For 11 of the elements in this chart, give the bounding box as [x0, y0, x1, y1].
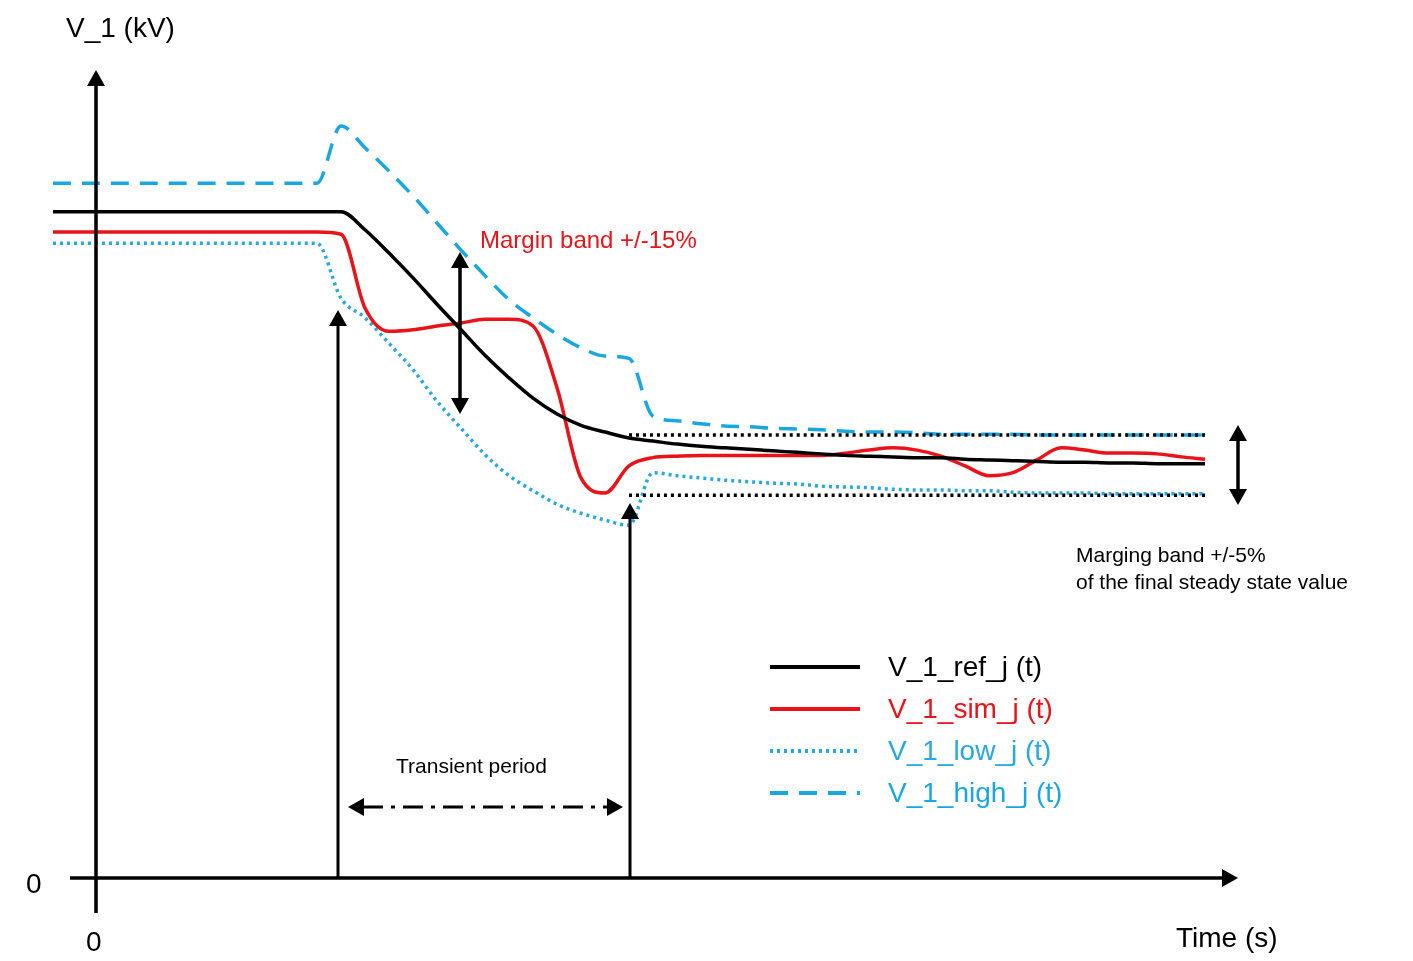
x-axis-title: Time (s) — [1176, 922, 1278, 954]
legend-label: V_1_high_j (t) — [888, 777, 1063, 809]
y-axis-title: V_1 (kV) — [66, 12, 175, 44]
annotation: Margin band +/-15% — [480, 225, 697, 255]
legend-label: V_1_low_j (t) — [888, 735, 1052, 767]
legend-label: V_1_sim_j (t) — [888, 693, 1053, 725]
legend-label: V_1_ref_j (t) — [888, 651, 1043, 683]
text: 0 — [86, 925, 102, 959]
annotation: Marging band +/-5% of the final steady state value — [1076, 542, 1349, 596]
annotation: Transient period — [396, 753, 547, 779]
annotation: 0 — [26, 867, 42, 901]
